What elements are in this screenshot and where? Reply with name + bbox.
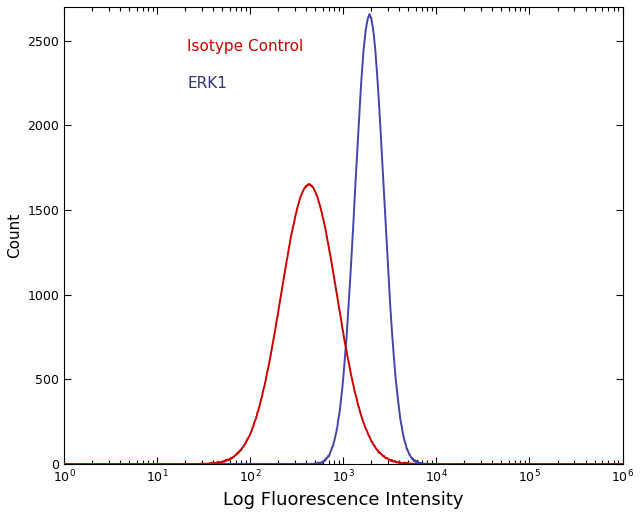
Text: ERK1: ERK1 <box>187 75 227 90</box>
X-axis label: Log Fluorescence Intensity: Log Fluorescence Intensity <box>223 491 463 509</box>
Y-axis label: Count: Count <box>7 213 22 258</box>
Text: Isotype Control: Isotype Control <box>187 39 303 54</box>
